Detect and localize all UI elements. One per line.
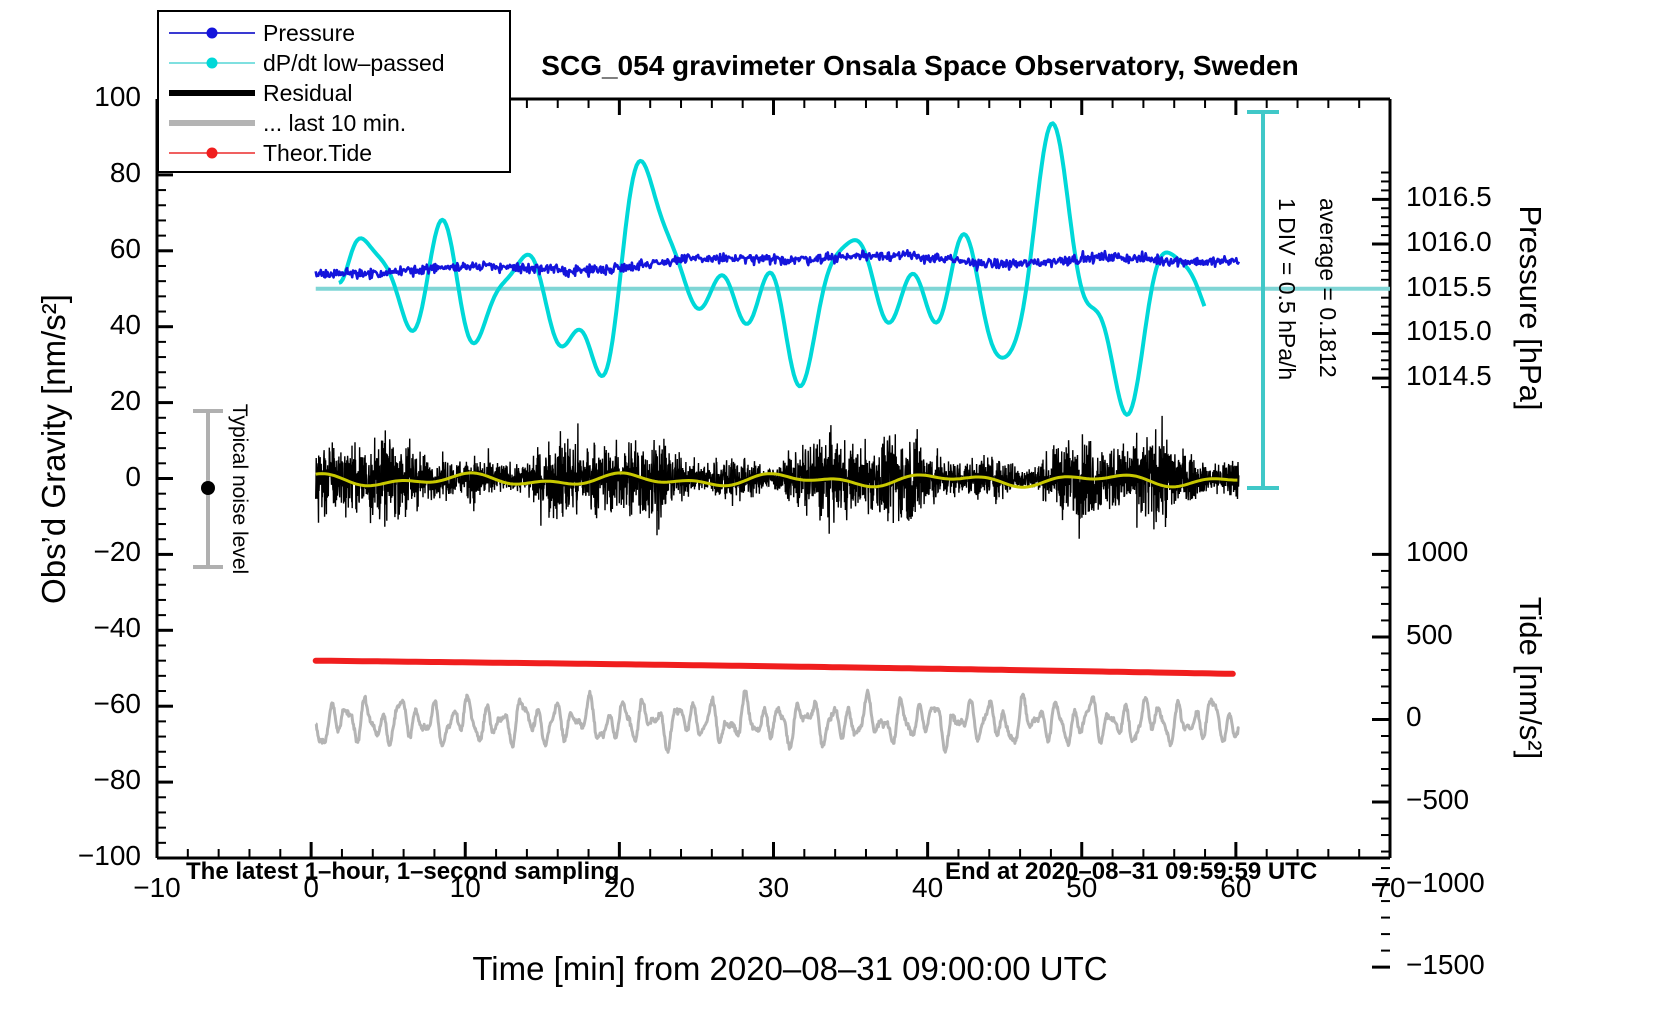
ytick-label-gravity-9: 80	[109, 156, 141, 188]
xtick-label-6: 50	[1066, 872, 1098, 903]
dpdt-division-annotation: 1 DIV = 0.5 hPa/h	[1274, 198, 1300, 381]
dpdt-scale-cap-bottom	[1247, 486, 1279, 490]
legend-swatch-tide	[169, 143, 255, 163]
ytick-label-gravity-7: 40	[109, 308, 141, 340]
tide-tick-label-4: 500	[1406, 618, 1453, 650]
legend-label-residual: Residual	[263, 79, 353, 106]
legend-swatch-residual	[169, 83, 255, 103]
tide-tick-label-2: −500	[1406, 784, 1470, 816]
legend-item-residual: Residual	[169, 78, 499, 108]
ytick-label-gravity-8: 60	[109, 232, 141, 264]
footer-note-left: The latest 1–hour, 1–second sampling	[186, 858, 620, 885]
legend-label-dpdt: dP/dt low–passed	[263, 49, 445, 76]
y-axis-label-gravity: Obs’d Gravity [nm/s²]	[35, 294, 72, 604]
legend-swatch-last10	[169, 113, 255, 133]
x-axis-label: Time [min] from 2020–08–31 09:00:00 UTC	[472, 950, 1108, 987]
legend-swatch-pressure	[169, 23, 255, 43]
series-dpdt-lowpassed	[338, 121, 1207, 417]
chart-legend: Pressure dP/dt low–passed Residual ... l…	[157, 10, 511, 173]
legend-label-pressure: Pressure	[263, 19, 356, 46]
tide-tick-label-5: 1000	[1406, 536, 1469, 568]
legend-label-last10: ... last 10 min.	[263, 109, 407, 136]
series-residual-smooth	[315, 471, 1238, 489]
dpdt-scale-line	[1261, 110, 1265, 490]
ytick-label-gravity-0: −100	[77, 840, 141, 871]
noise-cap-top	[193, 409, 223, 413]
ytick-label-gravity-4: −20	[93, 536, 142, 568]
legend-swatch-dpdt	[169, 53, 255, 73]
xtick-label-7: 60	[1220, 872, 1252, 903]
series-theor-tide	[312, 657, 1236, 677]
ytick-label-gravity-6: 20	[109, 384, 141, 416]
noise-cap-bottom	[193, 565, 223, 569]
dpdt-scale-cap-top	[1247, 110, 1279, 114]
pressure-tick-label-1: 1015.0	[1406, 315, 1492, 347]
ytick-label-gravity-1: −80	[93, 764, 142, 796]
xtick-label-1: 0	[303, 872, 319, 903]
legend-label-tide: Theor.Tide	[263, 139, 373, 166]
xtick-label-4: 30	[757, 872, 790, 903]
ytick-label-gravity-5: 0	[125, 460, 141, 492]
noise-center-dot	[201, 481, 215, 495]
noise-level-indicator: Typical noise level	[180, 404, 270, 575]
tide-tick-label-0: −1500	[1406, 949, 1485, 981]
xtick-label-8: 70	[1374, 872, 1406, 903]
tide-tick-label-1: −1000	[1406, 866, 1485, 898]
series-last-10-min	[314, 688, 1240, 754]
footer-note-right: End at 2020–08–31 09:59:59 UTC	[945, 858, 1318, 885]
series-residual	[315, 415, 1240, 539]
xtick-label-2: 10	[449, 872, 481, 903]
dpdt-scale-bar	[1240, 110, 1286, 490]
xtick-label-0: −10	[133, 872, 181, 903]
ytick-label-gravity-2: −60	[93, 688, 142, 720]
dpdt-average-annotation: average = 0.1812	[1315, 198, 1341, 378]
legend-item-dpdt: dP/dt low–passed	[169, 48, 499, 78]
legend-item-tide: Theor.Tide	[169, 138, 499, 168]
y-axis-label-pressure: Pressure [hPa]	[1513, 205, 1548, 411]
ytick-label-gravity-3: −40	[93, 612, 142, 644]
ytick-label-gravity-10: 100	[94, 81, 141, 112]
pressure-tick-label-4: 1016.5	[1406, 181, 1492, 213]
tide-tick-label-3: 0	[1406, 701, 1422, 733]
pressure-tick-label-2: 1015.5	[1406, 270, 1492, 302]
legend-item-pressure: Pressure	[169, 18, 499, 48]
xtick-label-3: 20	[603, 872, 635, 903]
pressure-tick-label-0: 1014.5	[1406, 360, 1492, 392]
pressure-tick-label-3: 1016.0	[1406, 226, 1492, 258]
page-title: SCG_054 gravimeter Onsala Space Observat…	[541, 50, 1299, 81]
series-pressure	[314, 249, 1241, 281]
xtick-label-5: 40	[912, 872, 944, 903]
noise-level-label: Typical noise level	[228, 403, 251, 575]
legend-item-last10: ... last 10 min.	[169, 108, 499, 138]
